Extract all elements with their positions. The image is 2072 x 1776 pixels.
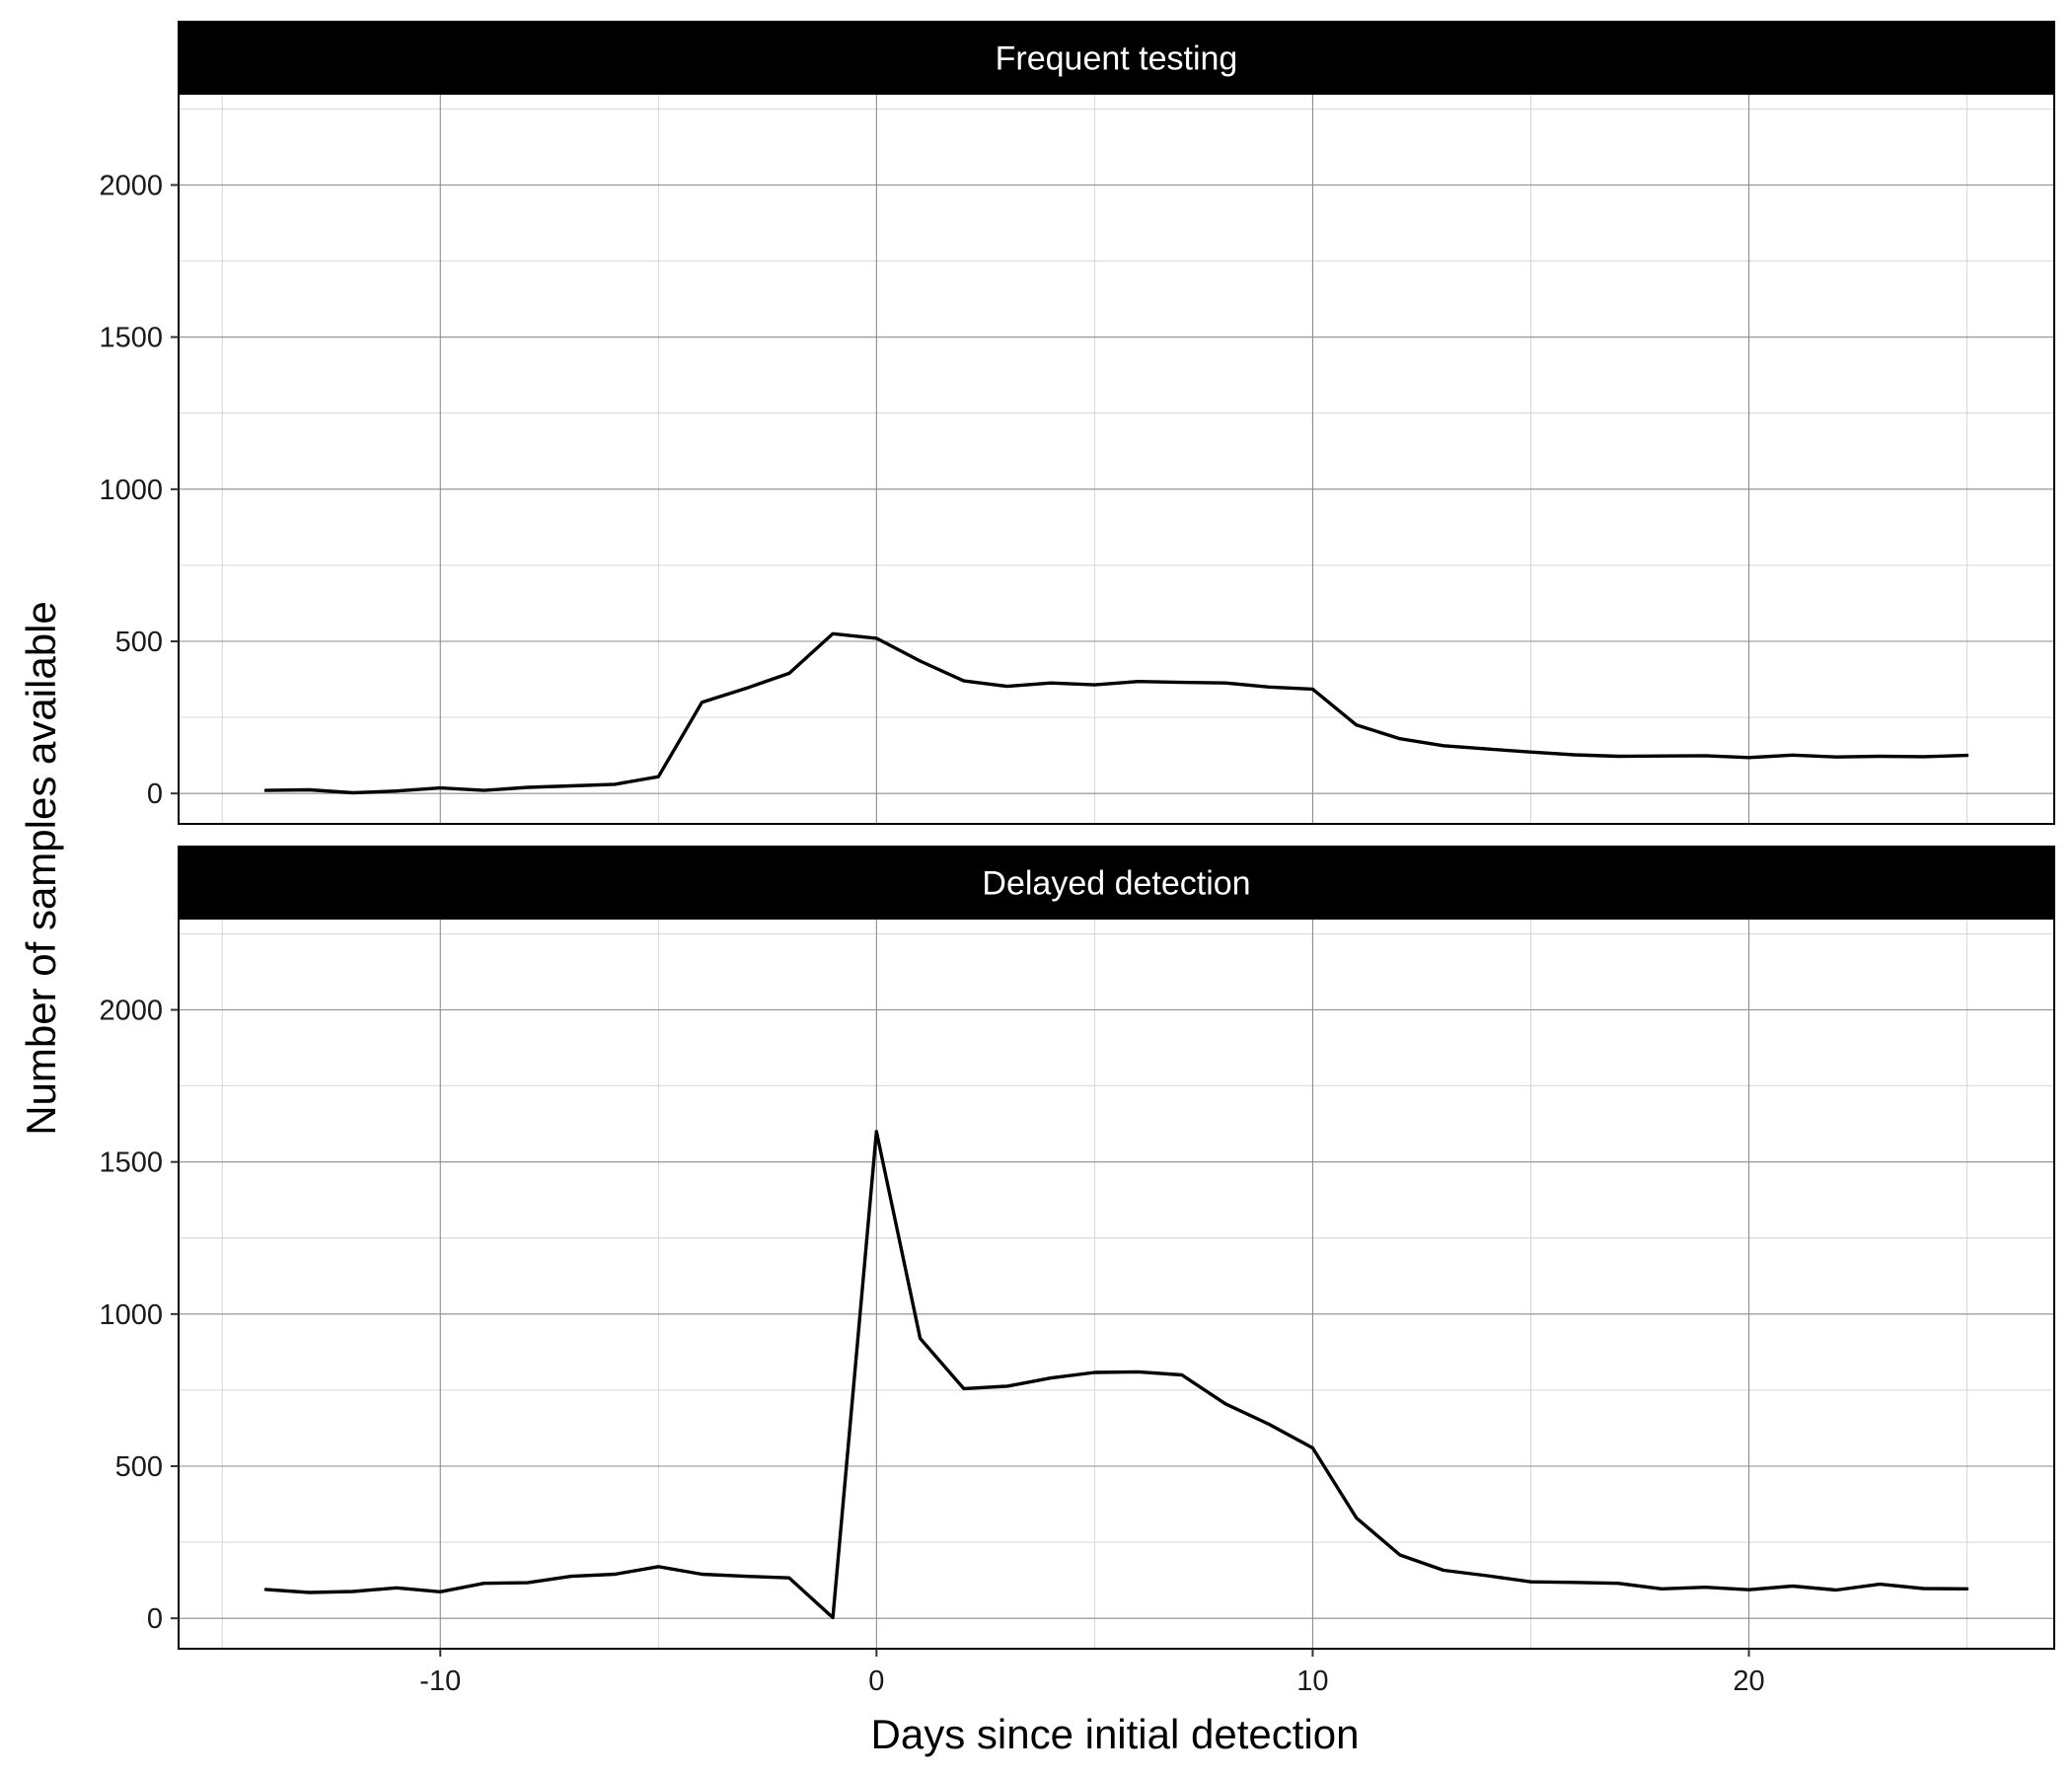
plot-background — [179, 94, 2054, 824]
panel-2: Delayed detection 0 500 1000 1500 2000 -10 0 10 2… — [99, 846, 2055, 1697]
y-tick-label: 500 — [115, 1451, 163, 1483]
y-tick-label: 0 — [147, 1603, 163, 1635]
y-tick-label: 0 — [147, 778, 163, 810]
facet-strip-label: Delayed detection — [982, 865, 1250, 903]
panel-1: Frequent testing 0 500 1000 1500 2000 — [99, 21, 2055, 825]
x-tick-label: 10 — [1296, 1665, 1328, 1697]
y-tick-label: 1000 — [99, 475, 163, 506]
y-tick-label: 2000 — [99, 996, 163, 1027]
y-tick-label: 500 — [115, 627, 163, 658]
series-line — [263, 1130, 1969, 1620]
y-tick-label: 1500 — [99, 323, 163, 354]
facet-strip-label: Frequent testing — [996, 40, 1238, 78]
x-tick-label: -10 — [419, 1665, 461, 1697]
facet-strip — [178, 21, 2055, 95]
y-tick-label: 1500 — [99, 1147, 163, 1179]
facet-strip — [178, 846, 2055, 920]
x-tick-label: 20 — [1733, 1665, 1764, 1697]
panels-layer: Frequent testing0500100015002000Delayed … — [99, 21, 2055, 1697]
y-tick-label: 2000 — [99, 171, 163, 202]
x-axis-title: Days since initial detection — [871, 1711, 1360, 1757]
y-axis-title: Number of samples available — [18, 601, 64, 1136]
plot-background — [179, 919, 2054, 1649]
x-tick-label: 0 — [868, 1665, 884, 1697]
y-tick-label: 1000 — [99, 1299, 163, 1331]
series-line — [263, 631, 1969, 795]
